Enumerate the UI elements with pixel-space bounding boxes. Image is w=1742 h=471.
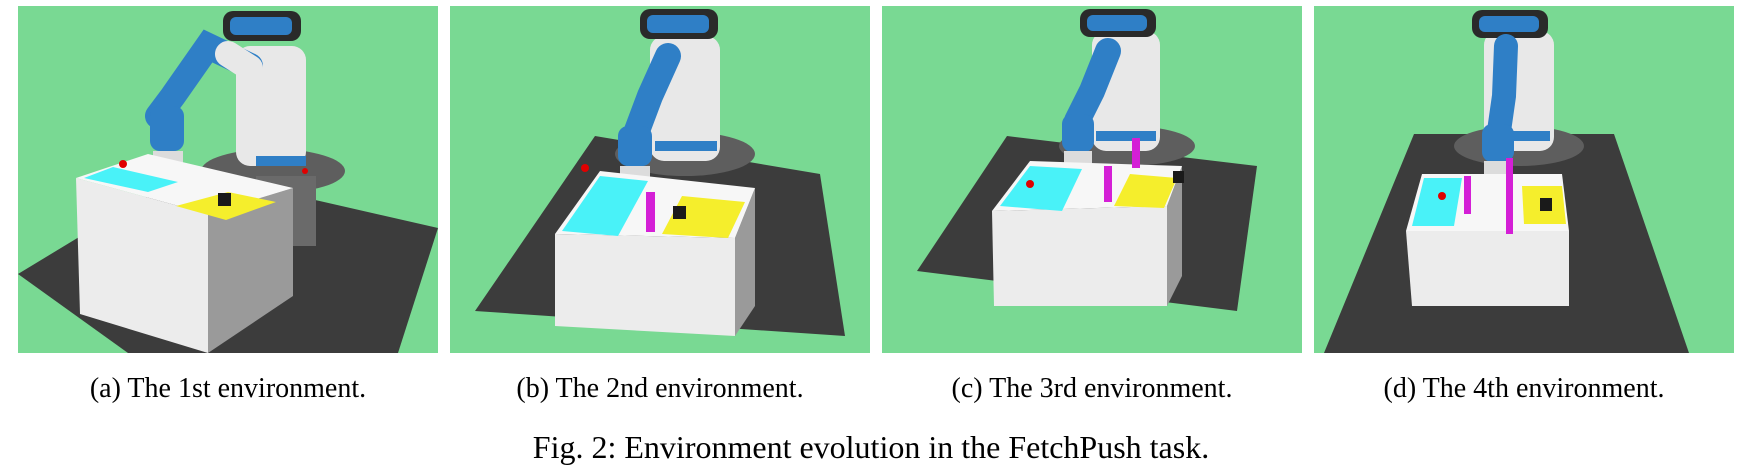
- goal-area: [1000, 166, 1082, 211]
- subfigure-c-image: [882, 6, 1302, 353]
- fetch-environment-1-render: [18, 6, 438, 353]
- subfigure-d-image: [1314, 6, 1734, 353]
- goal-marker: [1438, 192, 1446, 200]
- table-front: [555, 234, 735, 336]
- wall: [646, 192, 655, 232]
- goal-marker: [119, 160, 127, 168]
- figure-caption: Fig. 2: Environment evolution in the Fet…: [532, 429, 1210, 465]
- wall-1: [1464, 176, 1471, 214]
- table-front: [1406, 231, 1569, 306]
- block: [1173, 171, 1184, 183]
- fetch-environment-2-render: [450, 6, 870, 353]
- block: [218, 193, 231, 206]
- table-front: [992, 206, 1167, 306]
- goal-area: [84, 167, 178, 192]
- wall-1: [1104, 166, 1112, 202]
- goal-area: [562, 176, 648, 236]
- subfigure-a-caption: (a) The 1st environment.: [89, 373, 367, 404]
- subfigure-a-image: [18, 6, 438, 353]
- block: [1540, 198, 1552, 211]
- block: [673, 206, 686, 219]
- target-area: [1114, 174, 1177, 208]
- goal-area: [1412, 178, 1462, 226]
- subfigure-c-caption: (c) The 3rd environment.: [951, 373, 1233, 404]
- table-front: [76, 178, 208, 353]
- subfigure-d-caption: (d) The 4th environment.: [1383, 373, 1665, 404]
- fetch-environment-3-render: [882, 6, 1302, 353]
- wall-2: [1132, 138, 1140, 168]
- goal-marker: [1026, 180, 1034, 188]
- wall-2: [1506, 158, 1513, 234]
- subfigure-b-caption: (b) The 2nd environment.: [516, 373, 804, 404]
- fetch-environment-4-render: [1314, 6, 1734, 353]
- subfigure-b-image: [450, 6, 870, 353]
- table-side: [208, 188, 293, 353]
- goal-marker: [581, 164, 589, 172]
